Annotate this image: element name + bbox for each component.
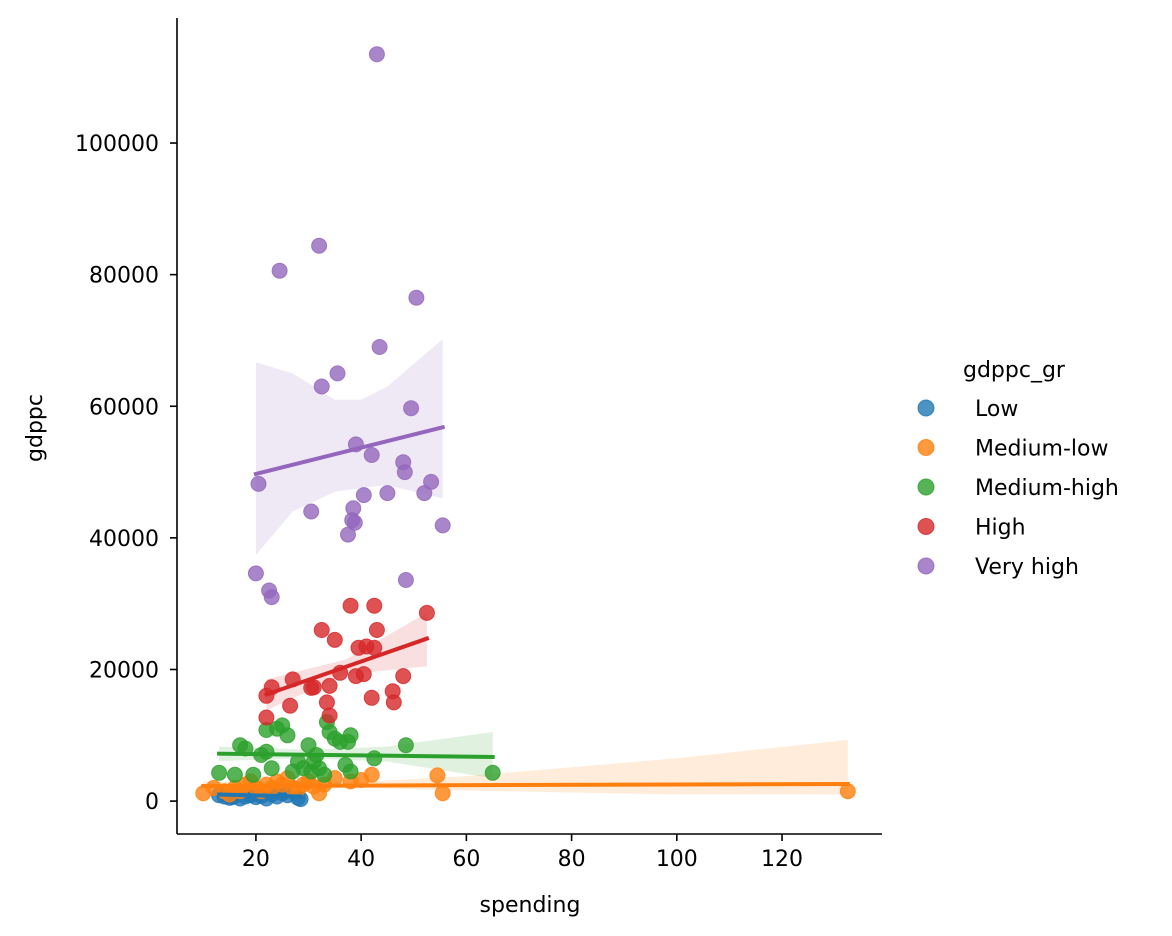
legend-marker-low (917, 399, 935, 417)
point-very-high-22 (403, 400, 420, 417)
x-tick-label-20: 20 (242, 847, 270, 872)
point-very-high-23 (408, 289, 425, 306)
point-medium-high-29 (366, 750, 383, 767)
y-tick-label-100000: 100000 (75, 132, 159, 157)
point-medium-high-11 (279, 727, 296, 744)
point-medium-low-25 (363, 766, 380, 783)
point-medium-high-27 (342, 727, 359, 744)
point-high-23 (385, 694, 402, 711)
point-medium-low-27 (434, 785, 451, 802)
y-tick-label-40000: 40000 (89, 527, 159, 552)
point-high-8 (318, 694, 335, 711)
y-tick-label-60000: 60000 (89, 395, 159, 420)
legend-marker-medium-low (917, 439, 935, 456)
point-medium-high-0 (211, 764, 228, 781)
x-axis-title: spending (480, 893, 581, 918)
legend-title: gdppc_gr (963, 358, 1066, 383)
legend-label-high: High (975, 516, 1026, 541)
legend-marker-medium-high (917, 478, 935, 496)
legend-label-medium-high: Medium-high (975, 476, 1119, 501)
regression-line-high (263, 636, 430, 698)
point-high-3 (282, 697, 299, 714)
legend: gdppc_gr Low Medium-low Medium-high High Ver… (917, 358, 1119, 580)
point-medium-high-28 (342, 763, 359, 780)
point-very-high-15 (363, 447, 380, 463)
regression-line-low (217, 792, 303, 799)
point-high-1 (258, 709, 275, 726)
point-very-high-14 (355, 487, 372, 504)
x-tick-label-40: 40 (347, 847, 375, 872)
point-very-high-26 (434, 517, 451, 534)
point-very-high-5 (303, 503, 320, 520)
x-tick-label-80: 80 (558, 847, 586, 872)
point-medium-high-31 (484, 764, 501, 781)
confidence-bands (203, 339, 848, 801)
point-high-19 (366, 597, 383, 614)
x-tick-label-120: 120 (761, 847, 803, 872)
point-medium-high-4 (245, 766, 262, 783)
point-medium-high-20 (316, 766, 333, 783)
y-tick-label-0: 0 (145, 790, 159, 815)
legend-label-medium-low: Medium-low (975, 437, 1108, 462)
x-tick-label-100: 100 (656, 847, 698, 872)
point-very-high-3 (263, 589, 280, 606)
point-medium-high-7 (258, 743, 275, 760)
point-medium-high-1 (226, 766, 243, 783)
y-axis-title: gdppc (23, 394, 48, 462)
point-high-24 (395, 668, 412, 685)
point-very-high-16 (368, 46, 385, 63)
point-very-high-4 (271, 262, 288, 279)
point-high-10 (321, 677, 338, 694)
point-very-high-25 (423, 473, 440, 490)
point-very-high-0 (247, 565, 264, 582)
legend-label-very-high: Very high (975, 555, 1079, 580)
point-medium-high-8 (263, 760, 280, 777)
point-very-high-6 (311, 237, 328, 254)
x-tick-label-60: 60 (452, 847, 480, 872)
point-medium-high-30 (397, 737, 414, 754)
legend-label-low: Low (975, 397, 1018, 422)
point-high-6 (305, 679, 322, 696)
point-very-high-8 (329, 365, 346, 382)
point-very-high-21 (397, 572, 414, 588)
point-high-7 (313, 622, 330, 638)
point-high-18 (363, 689, 380, 706)
regression-lines (201, 424, 850, 799)
point-very-high-9 (340, 526, 356, 543)
point-high-11 (326, 631, 343, 648)
regression-line-very-high (253, 424, 446, 477)
point-very-high-20 (396, 464, 413, 481)
point-medium-low-26 (429, 767, 446, 784)
y-tick-label-20000: 20000 (89, 658, 159, 683)
point-high-9 (321, 707, 338, 724)
point-very-high-1 (250, 475, 267, 492)
point-very-high-7 (313, 378, 330, 395)
point-very-high-12 (346, 514, 363, 531)
ci-band-medium-low (203, 739, 848, 795)
y-tick-label-80000: 80000 (89, 264, 159, 289)
regression-line-medium-high (217, 751, 495, 760)
point-high-25 (418, 604, 435, 621)
point-very-high-17 (371, 339, 388, 355)
legend-marker-very-high (917, 557, 935, 575)
ci-band-high (266, 612, 427, 711)
axes: 20 40 60 80 100 120 0 20000 40000 60000 80000 10000… (75, 18, 882, 872)
point-high-16 (355, 666, 372, 683)
point-very-high-18 (379, 485, 396, 502)
point-high-13 (342, 597, 359, 614)
regression-line-medium-low (201, 781, 850, 789)
point-very-high-11 (345, 500, 362, 517)
legend-marker-high (917, 518, 935, 535)
point-high-21 (368, 622, 385, 638)
